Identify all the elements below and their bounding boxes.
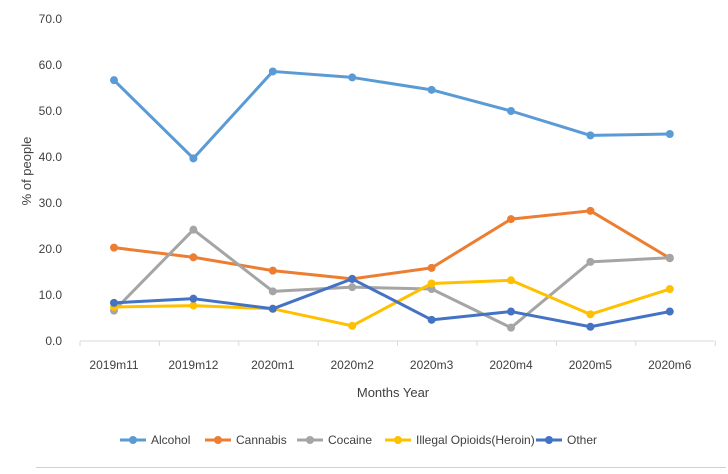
legend-swatch-marker	[214, 436, 222, 444]
data-point	[189, 301, 198, 310]
series-4	[110, 274, 674, 331]
data-point	[427, 263, 436, 272]
data-point	[189, 154, 198, 163]
series-line	[112, 209, 672, 281]
legend-item: Illegal Opioids(Heroin)	[385, 433, 535, 447]
x-tick-label: 2020m5	[569, 358, 613, 372]
series-0	[110, 67, 674, 163]
legend-item: Other	[536, 433, 597, 447]
series-2	[110, 225, 674, 332]
data-point	[189, 294, 198, 303]
data-point	[268, 304, 277, 313]
series-1	[110, 206, 674, 283]
data-point	[348, 274, 357, 283]
x-tick-label: 2020m3	[410, 358, 454, 372]
x-axis-title: Months Year	[357, 385, 430, 400]
data-point	[507, 276, 515, 285]
data-point	[189, 225, 198, 234]
bottom-divider	[36, 467, 726, 468]
x-tick-label: 2020m1	[251, 358, 295, 372]
data-point	[110, 76, 118, 85]
legend-label: Other	[567, 433, 597, 447]
data-point	[427, 279, 436, 288]
series-3	[110, 276, 674, 330]
legend-swatch-marker	[394, 436, 402, 444]
legend-swatch-marker	[306, 436, 314, 444]
y-tick-label: 20.0	[39, 242, 63, 256]
y-axis-ticks: 0.0 10.0 20.0 30.0 40.0 50.0 60.0 70.0	[39, 12, 63, 348]
data-point	[348, 321, 357, 330]
y-tick-label: 0.0	[45, 334, 62, 348]
data-point	[586, 257, 595, 266]
legend-label: Illegal Opioids(Heroin)	[416, 433, 535, 447]
series-line	[112, 69, 672, 160]
data-point	[507, 107, 515, 115]
series-line	[112, 278, 672, 328]
data-point	[507, 307, 515, 316]
series-line	[112, 277, 672, 329]
legend-item: Cannabis	[205, 433, 287, 447]
data-point	[586, 310, 595, 319]
series-lines	[110, 67, 674, 332]
y-tick-label: 40.0	[39, 150, 63, 164]
series-line	[112, 228, 672, 330]
legend-label: Alcohol	[151, 433, 190, 447]
x-tick-label: 2020m6	[648, 358, 692, 372]
legend-swatch-marker	[545, 436, 553, 444]
data-point	[507, 323, 515, 332]
legend-label: Cannabis	[236, 433, 287, 447]
y-tick-label: 30.0	[39, 196, 63, 210]
x-tick-label: 2019m12	[168, 358, 218, 372]
data-point	[189, 253, 198, 262]
data-point	[110, 298, 118, 307]
data-point	[427, 315, 436, 324]
y-axis-title: % of people	[19, 137, 34, 206]
data-point	[665, 285, 674, 294]
data-point	[586, 322, 595, 331]
data-point	[507, 215, 515, 224]
x-tick-label: 2020m4	[489, 358, 533, 372]
data-point	[427, 285, 436, 294]
data-point	[268, 287, 277, 296]
x-tick-label: 2019m11	[89, 358, 138, 372]
data-point	[268, 67, 277, 76]
data-point	[665, 130, 674, 138]
data-point	[427, 85, 436, 94]
data-point	[268, 266, 277, 275]
data-point	[110, 243, 118, 252]
y-tick-label: 70.0	[39, 12, 63, 26]
data-point	[348, 73, 357, 82]
y-tick-label: 60.0	[39, 58, 63, 72]
data-point	[586, 131, 595, 140]
y-tick-label: 10.0	[39, 288, 63, 302]
legend-swatch-marker	[129, 436, 137, 444]
data-point	[348, 283, 357, 292]
data-point	[665, 307, 674, 316]
y-tick-label: 50.0	[39, 104, 63, 118]
data-point	[665, 253, 674, 262]
legend-label: Cocaine	[328, 433, 372, 447]
legend-item: Cocaine	[297, 433, 372, 447]
legend: Alcohol Cannabis Cocaine Illegal Opioids(He…	[120, 433, 597, 447]
x-tick-label: 2020m2	[331, 358, 375, 372]
x-axis: 2019m11 2019m12 2020m1 2020m2 2020m3 2020m4 20…	[79, 340, 716, 372]
data-point	[586, 206, 595, 215]
legend-item: Alcohol	[120, 433, 190, 447]
